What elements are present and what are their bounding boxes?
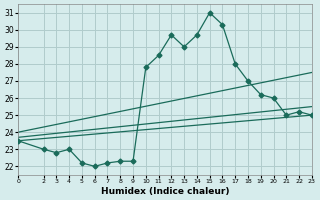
X-axis label: Humidex (Indice chaleur): Humidex (Indice chaleur) bbox=[101, 187, 229, 196]
